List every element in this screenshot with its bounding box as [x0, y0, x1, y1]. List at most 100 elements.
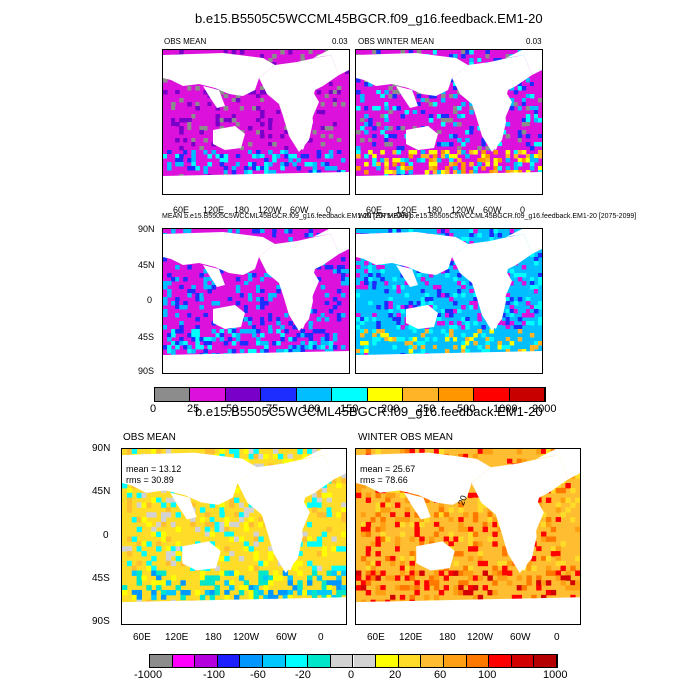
y-tick: 90N	[92, 443, 111, 454]
colorbar-label: 50	[226, 403, 239, 415]
colorbar-label: 2000	[532, 403, 557, 415]
stat-rms: rms = 78.66	[360, 475, 408, 485]
panel-corner-obs-mean: 0.03	[332, 37, 348, 46]
x-tick: 120W	[258, 205, 282, 215]
x-tick: 120W	[233, 632, 260, 643]
chart-title-bottom: b.e15.B5505C5WCCML45BGCR.f09_g16.feedbac…	[195, 404, 543, 419]
colorbar-label: 100	[302, 403, 321, 415]
colorbar-swatch	[398, 655, 422, 667]
x-tick: 120E	[396, 205, 418, 215]
colorbar-label: 500	[457, 403, 476, 415]
colorbar-swatch	[332, 388, 368, 401]
y-tick: 0	[103, 530, 109, 541]
y-tick: 45N	[138, 260, 155, 270]
colorbar-swatch	[195, 655, 218, 667]
y-tick: 0	[147, 295, 153, 305]
map-obs-mean-bottom	[122, 449, 346, 624]
colorbar-swatch	[296, 388, 333, 401]
colorbar-label: -20	[295, 669, 311, 681]
x-tick: 120W	[467, 632, 494, 643]
y-tick: 45N	[92, 486, 111, 497]
y-tick: 45S	[92, 573, 110, 584]
x-tick: 0	[318, 632, 324, 643]
colorbar-swatch	[438, 388, 475, 401]
x-tick: 120E	[399, 632, 423, 643]
y-tick: 90S	[138, 366, 155, 376]
map-panel-obs-mean	[162, 49, 350, 195]
map-panel-model-winter-mean	[355, 228, 543, 374]
map-panel-model-mean	[162, 228, 350, 374]
map-panel-obs-mean-bottom	[121, 448, 347, 625]
colorbar-label: 1000	[493, 403, 518, 415]
x-tick: 180	[439, 632, 456, 643]
x-tick: 60W	[276, 632, 297, 643]
x-tick: 60E	[367, 632, 385, 643]
colorbar-swatch	[240, 655, 264, 667]
colorbar-swatch	[403, 388, 439, 401]
stat-rms: rms = 30.89	[126, 475, 174, 485]
x-tick: 120E	[203, 205, 225, 215]
panel-label-obs-mean: OBS MEAN	[164, 37, 207, 46]
colorbar-swatch	[285, 655, 309, 667]
colorbar-label: 150	[340, 403, 359, 415]
panel-corner-obs-winter-mean: 0.03	[526, 37, 542, 46]
colorbar-top	[154, 387, 546, 402]
x-tick: 180	[205, 632, 222, 643]
colorbar-label: 20	[389, 669, 402, 681]
colorbar-swatch	[308, 655, 331, 667]
colorbar-swatch	[376, 655, 399, 667]
x-tick: 60E	[366, 205, 383, 215]
colorbar-swatch	[190, 388, 226, 401]
colorbar-swatch	[261, 388, 297, 401]
panel-label-winter-obs-mean-bottom: WINTER OBS MEAN	[358, 432, 454, 443]
x-tick: 60W	[290, 205, 309, 215]
colorbar-label: 25	[187, 403, 200, 415]
map-obs-winter-mean	[356, 50, 542, 194]
colorbar-label: 1000	[543, 669, 568, 681]
x-tick: 0	[520, 205, 526, 215]
colorbar-label: 100	[478, 669, 497, 681]
y-tick: 90S	[92, 616, 110, 627]
colorbar-label: 60	[434, 669, 447, 681]
colorbar-swatch	[263, 655, 286, 667]
panel-label-obs-winter-mean: OBS WINTER MEAN	[358, 37, 435, 46]
x-tick: 60W	[510, 632, 531, 643]
y-tick: 90N	[138, 224, 155, 234]
x-tick: 60W	[483, 205, 502, 215]
x-tick: 180	[234, 205, 250, 215]
colorbar-swatch	[330, 655, 354, 667]
stat-mean: mean = 25.67	[360, 464, 416, 474]
panel-label-obs-mean-bottom: OBS MEAN	[123, 432, 176, 443]
colorbar-swatch	[353, 655, 377, 667]
panel-label-model-winter-mean: WINTER MEAN b.e15.B5505C5WCCML45BGCR.f09…	[358, 213, 637, 220]
x-tick: 0	[326, 205, 332, 215]
x-tick: 60E	[133, 632, 151, 643]
colorbar-swatch	[534, 655, 557, 667]
colorbar-swatch	[466, 655, 490, 667]
x-tick: 180	[427, 205, 443, 215]
colorbar-swatch	[489, 655, 512, 667]
colorbar-label: -100	[203, 669, 226, 681]
x-tick: 120W	[451, 205, 475, 215]
colorbar-swatch	[172, 655, 196, 667]
colorbar-swatch	[421, 655, 444, 667]
colorbar-label: 200	[381, 403, 400, 415]
colorbar-swatch	[511, 655, 535, 667]
map-winter-obs-mean-bottom	[356, 449, 580, 624]
stat-mean: mean = 13.12	[126, 464, 182, 474]
x-tick: 60E	[173, 205, 190, 215]
map-model-mean	[163, 229, 349, 373]
colorbar-swatch	[443, 655, 467, 667]
colorbar-swatch	[217, 655, 241, 667]
colorbar-label: 75	[266, 403, 279, 415]
colorbar-label: -60	[250, 669, 266, 681]
x-tick: 120E	[165, 632, 189, 643]
colorbar-swatch	[509, 388, 545, 401]
panel-label-model-mean: MEAN b.e15.B5505C5WCCML45BGCR.f09_g16.fe…	[162, 213, 411, 220]
colorbar-swatch	[150, 655, 173, 667]
colorbar-swatch	[367, 388, 404, 401]
colorbar-label: 250	[417, 403, 436, 415]
colorbar-bottom	[149, 654, 558, 668]
colorbar-swatch	[155, 388, 191, 401]
x-tick: 0	[554, 632, 560, 643]
